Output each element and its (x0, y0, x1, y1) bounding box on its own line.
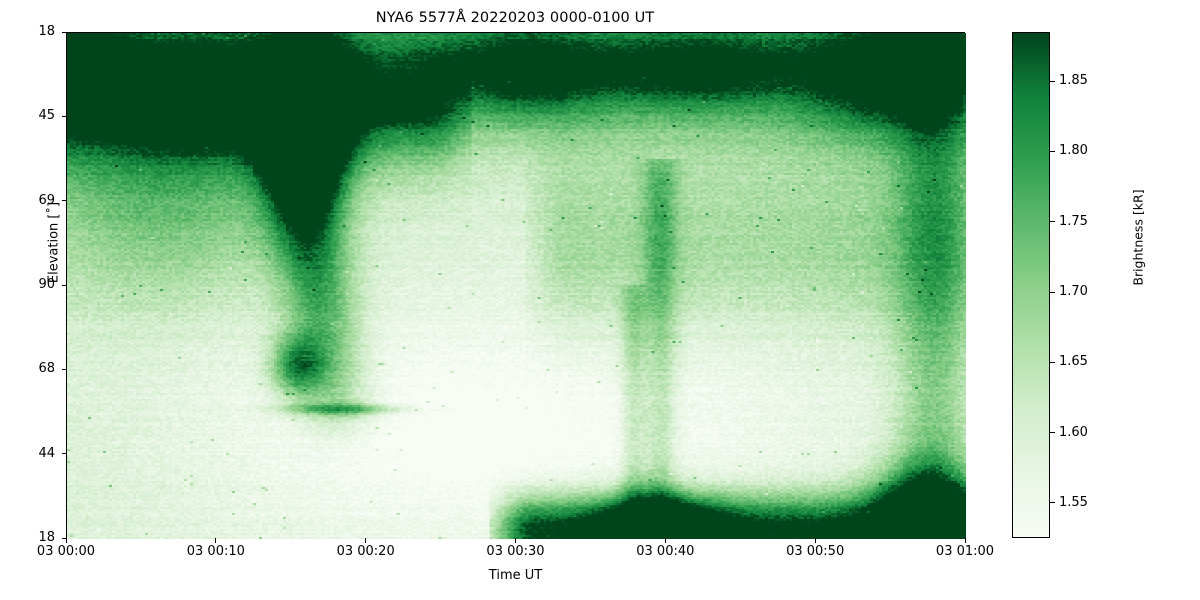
x-tick-label: 03 01:00 (935, 544, 995, 559)
x-tick-mark (664, 538, 666, 543)
y-tick-mark (61, 31, 66, 33)
colorbar-tick-label: 1.85 (1059, 73, 1088, 89)
colorbar-tick-mark (1050, 361, 1055, 363)
x-tick-mark (814, 538, 816, 543)
colorbar-tick-label: 1.55 (1059, 494, 1088, 510)
x-tick-label: 03 00:50 (786, 544, 845, 559)
colorbar (1012, 32, 1050, 538)
colorbar-tick-mark (1050, 502, 1055, 504)
y-tick-label: 69 (38, 192, 55, 208)
y-tick-mark (61, 453, 66, 455)
page-title: NYA6 5577Å 20220203 0000-0100 UT (375, 10, 655, 26)
colorbar-label: Brightness [kR] (1130, 189, 1146, 286)
colorbar-tick-mark (1050, 221, 1055, 223)
y-tick-label: 18 (38, 24, 55, 39)
colorbar-tick-label: 1.75 (1059, 213, 1088, 229)
x-tick-label: 03 00:10 (186, 544, 245, 559)
colorbar-tick-mark (1050, 150, 1055, 153)
y-tick-label: 90 (38, 277, 55, 292)
keogram-plot-area (66, 32, 966, 539)
y-tick-mark (61, 284, 66, 286)
y-tick-label: 44 (38, 445, 55, 461)
y-tick-mark (61, 115, 66, 117)
x-tick-mark (215, 538, 217, 543)
y-tick-label: 68 (38, 361, 55, 377)
colorbar-tick-mark (1050, 291, 1055, 293)
y-axis-label: Elevation [˚] (46, 201, 62, 284)
x-tick-label: 03 00:30 (486, 544, 545, 559)
colorbar-tick-label: 1.60 (1059, 424, 1088, 440)
colorbar-tick-label: 1.70 (1059, 284, 1088, 300)
colorbar-tick-mark (1050, 432, 1055, 434)
y-tick-label: 45 (38, 108, 55, 124)
x-tick-mark (515, 538, 517, 543)
y-tick-mark (61, 200, 66, 202)
colorbar-gradient (1013, 33, 1049, 537)
colorbar-tick-mark (1050, 80, 1055, 82)
keogram-heatmap (67, 33, 966, 539)
x-tick-label: 03 00:40 (636, 544, 695, 559)
x-tick-label: 03 00:00 (36, 544, 96, 559)
x-tick-mark (65, 538, 67, 543)
x-tick-mark (964, 538, 966, 543)
y-tick-mark (61, 368, 66, 370)
colorbar-tick-label: 1.65 (1059, 354, 1088, 370)
y-tick-mark (61, 537, 66, 539)
colorbar-tick-label: 1.80 (1059, 143, 1088, 159)
y-tick-label: 18 (38, 530, 55, 545)
x-tick-label: 03 00:20 (336, 544, 395, 559)
x-tick-mark (365, 538, 367, 543)
x-axis-label: Time UT (488, 568, 543, 583)
